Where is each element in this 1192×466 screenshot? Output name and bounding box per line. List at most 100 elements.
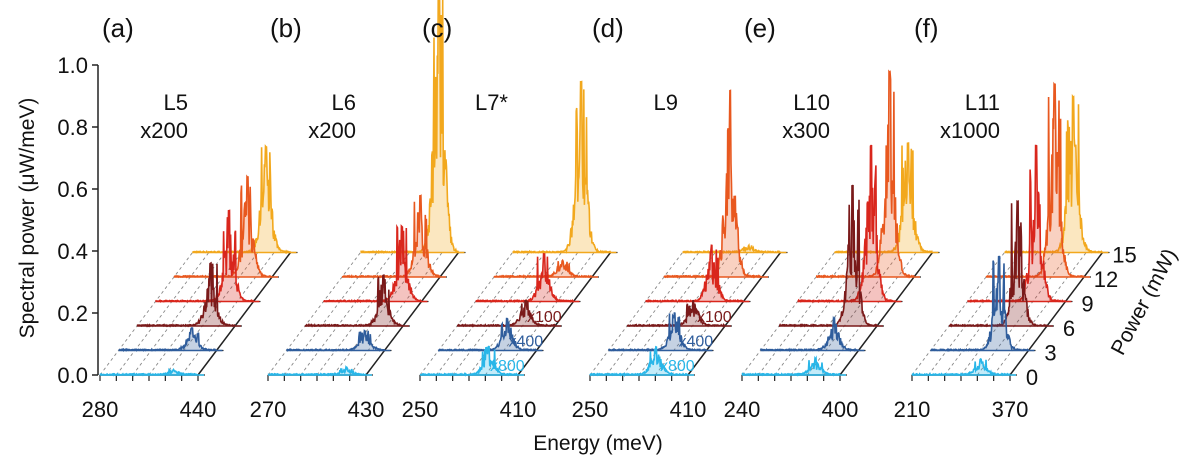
panel-scale-label: x200 (140, 118, 188, 143)
depth-guide (332, 252, 427, 376)
panel-label: L7* (475, 90, 508, 115)
depth-guide (349, 252, 443, 376)
panel-scale-label: x300 (782, 118, 830, 143)
power-tick-label: 3 (1044, 341, 1056, 366)
panel-letter: (e) (744, 13, 776, 43)
spectrum-0mw (99, 367, 199, 377)
spectrum-fill-15mw (834, 143, 933, 253)
spectrum-0mw (267, 364, 367, 377)
power-tick-label: 15 (1112, 243, 1136, 268)
spectrum-fill-6mw (457, 300, 555, 326)
y-axis-title: Spectral power (μW/meV) (16, 98, 39, 339)
spectrum-fill-3mw (760, 318, 859, 351)
panel-l5: 280 440 (a) L5 x200 (82, 13, 298, 422)
energy-tick-label: 210 (894, 397, 931, 422)
energy-tick-label: 410 (670, 397, 707, 422)
spectrum-fill-12mw (986, 84, 1084, 277)
energy-tick-label: 440 (180, 397, 217, 422)
depth-guide (316, 252, 410, 376)
depth-guide (435, 252, 530, 376)
scale-factor-label: x400 (509, 334, 544, 351)
depth-guide (993, 252, 1087, 376)
depth-axis (517, 252, 612, 376)
depth-guide (960, 252, 1054, 376)
depth-guide (806, 252, 901, 376)
power-tick-label: 6 (1063, 316, 1075, 341)
depth-guide (99, 252, 193, 376)
depth-guide (622, 252, 716, 376)
energy-tick-label: 270 (250, 397, 287, 422)
energy-tick-label: 280 (82, 397, 119, 422)
spectrum-fill-9mw (475, 253, 574, 302)
y-tick-label: 0.6 (57, 177, 88, 202)
scale-factor-label: x800 (490, 358, 525, 375)
spectrum-fill-3mw (286, 330, 385, 351)
spectrum-fill-15mw (1004, 96, 1103, 253)
y-tick-label: 0.4 (57, 239, 88, 264)
scale-factor-label: x100 (527, 309, 562, 326)
spectrum-9mw (797, 144, 896, 304)
depth-guide (823, 252, 917, 376)
depth-guide (927, 252, 1022, 376)
spectrum-fill-15mw (192, 146, 291, 253)
panel-scale-label: x200 (308, 118, 356, 143)
depth-guide (419, 252, 513, 376)
energy-tick-label: 240 (724, 397, 761, 422)
panel-l7: 250 410 x100 x400 x800 (c) L7* (402, 13, 618, 422)
spectrum-fill-12mw (494, 260, 592, 277)
y-tick-label: 0.0 (57, 363, 88, 388)
energy-tick-label: 410 (500, 397, 537, 422)
depth-guide (267, 252, 361, 376)
y-tick-label: 0.8 (57, 115, 88, 140)
depth-axis (197, 252, 292, 376)
panel-letter: (c) (422, 13, 452, 43)
panel-label: L11 (965, 90, 1000, 115)
depth-guide (283, 252, 378, 376)
panel-l9: 250 410 x100 x400 x800 (d) L9 (572, 13, 788, 422)
spectrum-0mw (589, 345, 689, 378)
energy-tick-label: 250 (402, 397, 439, 422)
spectrum-fill-15mw (512, 81, 611, 253)
depth-guide (115, 252, 210, 376)
depth-guide (164, 252, 259, 376)
depth-guide (300, 252, 394, 376)
spectrum-fill-3mw (118, 327, 217, 351)
panel-l10: 240 400 (e) L10 x300 (724, 13, 940, 422)
depth-axis (839, 252, 934, 376)
spectrum-0mw (741, 355, 841, 377)
depth-guide (181, 252, 275, 376)
spectrum-fill-12mw (174, 176, 272, 277)
panel-label: L9 (654, 90, 678, 115)
panels: 280 440 (a) L5 x200 270 430 (b) L6 x200 250 410 x100… (82, 0, 1110, 422)
scale-factor-label: x400 (679, 334, 714, 351)
panel-letter: (d) (592, 13, 624, 43)
panel-letter: (a) (102, 13, 134, 43)
panel-letter: (f) (914, 13, 939, 43)
depth-axis (1009, 252, 1104, 376)
spectrum-fill-3mw (438, 318, 537, 351)
depth-guide (911, 252, 1005, 376)
y-tick-label: 0.2 (57, 301, 88, 326)
scale-factor-label: x100 (697, 309, 732, 326)
depth-guide (452, 252, 546, 376)
y-tick-label: 1.0 (57, 53, 88, 78)
depth-guide (605, 252, 700, 376)
scale-factor-label: x800 (660, 358, 695, 375)
spectrum-6mw (778, 184, 878, 328)
depth-axis (365, 252, 460, 376)
depth-guide (757, 252, 852, 376)
panel-scale-label: x1000 (940, 118, 1000, 143)
depth-guide (790, 252, 884, 376)
depth-guide (976, 252, 1071, 376)
depth-axis (687, 252, 782, 376)
energy-tick-label: 370 (992, 397, 1029, 422)
panel-label: L5 (164, 90, 188, 115)
spectrum-15mw (512, 80, 612, 255)
x-axis-title: Energy (meV) (533, 432, 663, 455)
depth-guide (589, 252, 683, 376)
power-tick-label: 0 (1026, 365, 1038, 390)
energy-tick-label: 400 (822, 397, 859, 422)
panel-l11: 210 370 (f) L11 x1000 (894, 13, 1110, 422)
panel-l6: 270 430 (b) L6 x200 (250, 0, 466, 422)
